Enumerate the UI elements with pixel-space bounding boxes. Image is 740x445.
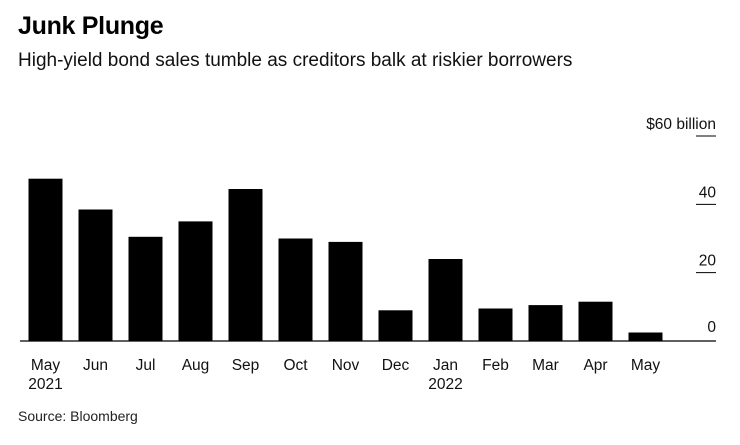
y-axis: 0 20 40 $60 billion [646,116,716,336]
bar-5 [228,189,263,341]
bar-2 [78,209,113,341]
y-tick-label: 40 [699,184,717,201]
x-tick-label: Feb [482,357,509,374]
x-tick-label: Oct [283,357,308,374]
bar-4 [178,221,213,341]
source-note: Source: Bloomberg [18,408,138,424]
bar-9 [428,259,463,341]
x-tick-label: Dec [382,357,410,374]
bar-11 [528,305,563,341]
y-tick-label: 20 [699,253,717,270]
chart-subtitle: High-yield bond sales tumble as creditor… [18,50,573,71]
bar-7 [328,241,363,341]
chart-title: Junk Plunge [18,12,164,40]
bar-1 [28,178,63,341]
bars-group [28,178,663,342]
x-tick-label: Mar [532,357,559,374]
bar-13 [628,332,663,341]
x-axis: May 2021 Jun Jul Aug Sep Oct Nov Dec Jan 2022 Feb Ma… [20,340,716,393]
x-tick-label: Jun [83,357,108,374]
x-tick-year-label: 2021 [28,376,62,393]
bar-6 [278,238,313,341]
x-tick-label: Jan [433,357,458,374]
x-tick-label: Aug [182,357,210,374]
x-tick-label: Jul [136,357,156,374]
y-tick-label: $60 billion [646,116,716,133]
bar-8 [378,310,413,342]
x-tick-year-label: 2022 [428,376,462,393]
x-tick-label: Nov [332,357,360,374]
bar-10 [478,308,513,341]
bar-12 [578,301,613,341]
x-tick-label: May [31,357,61,374]
x-tick-label: Sep [232,357,260,374]
x-tick-label: May [631,357,661,374]
y-tick-label: 0 [707,319,716,336]
x-tick-label: Apr [583,357,607,374]
bar-3 [128,236,163,341]
